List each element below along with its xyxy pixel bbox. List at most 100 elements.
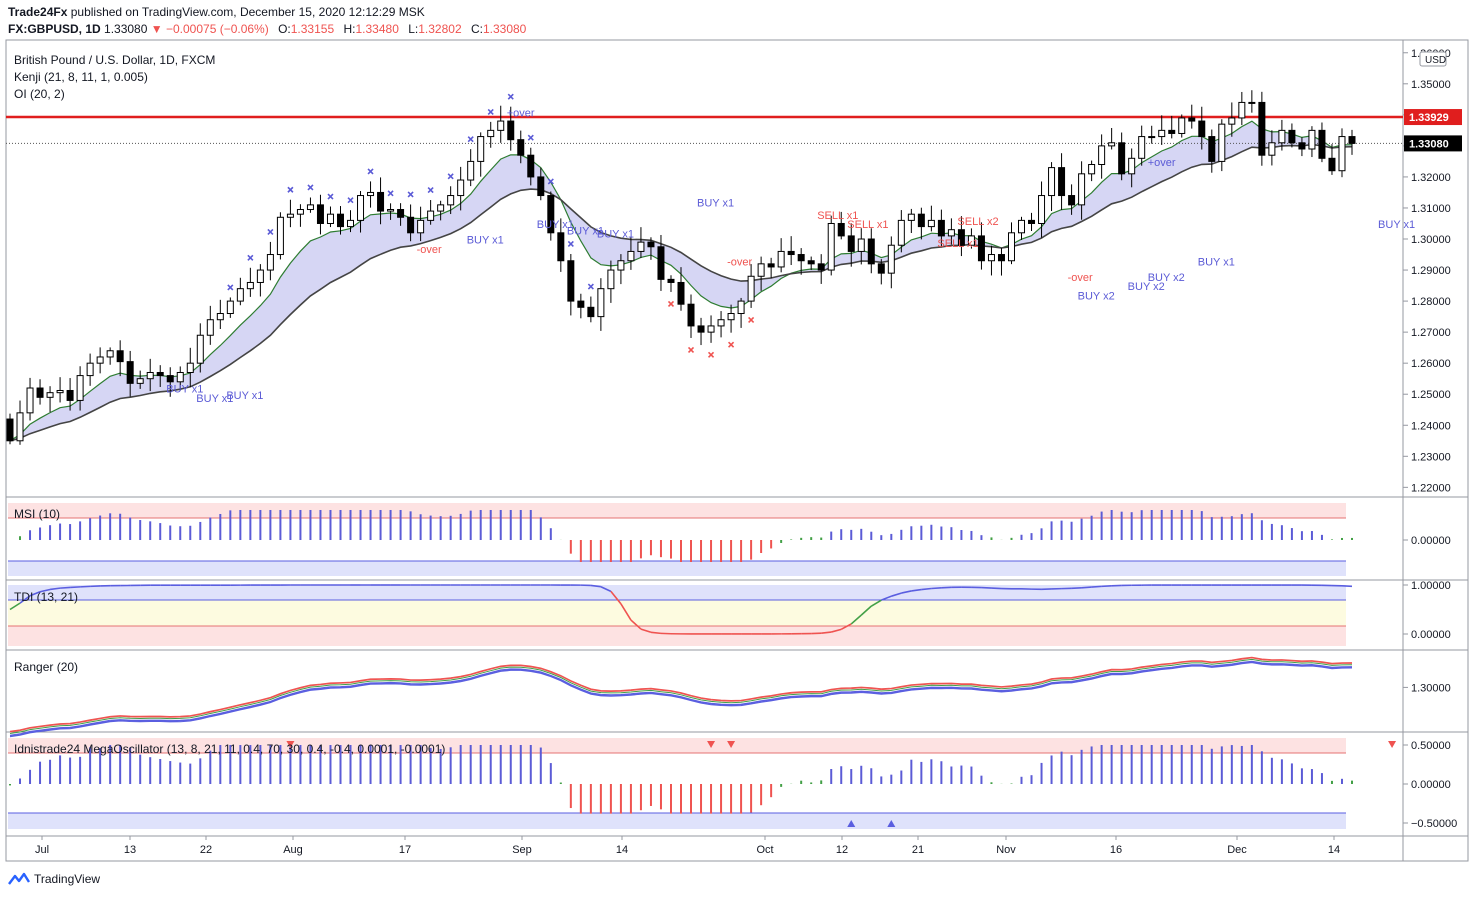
candle[interactable] (657, 246, 665, 280)
candle[interactable] (26, 387, 34, 414)
candle[interactable] (797, 254, 805, 262)
candle[interactable] (667, 278, 675, 283)
tradingview-logo[interactable]: TradingView (8, 872, 100, 886)
candle[interactable] (467, 160, 475, 181)
candle[interactable] (1148, 136, 1156, 139)
candle[interactable] (777, 250, 785, 268)
candle[interactable] (877, 263, 885, 274)
publisher-name[interactable]: Trade24Fx (8, 5, 68, 19)
candle[interactable] (437, 204, 445, 212)
candle[interactable] (627, 250, 635, 262)
candle[interactable] (86, 362, 94, 377)
resistance-price-tag[interactable] (1404, 109, 1462, 126)
candle[interactable] (1218, 123, 1226, 162)
candle[interactable] (1338, 136, 1346, 172)
candle[interactable] (417, 219, 425, 234)
candle[interactable] (1048, 167, 1056, 197)
candle[interactable] (867, 238, 875, 265)
candle[interactable] (1178, 117, 1186, 134)
mega-oscillator-pane[interactable]: 0.50000 0.00000 −0.50000 (8, 738, 1475, 830)
candle[interactable] (106, 350, 114, 358)
candle[interactable] (1318, 129, 1326, 159)
candle[interactable] (677, 281, 685, 305)
candle[interactable] (1208, 136, 1216, 162)
candle[interactable] (967, 235, 975, 246)
candle[interactable] (1058, 167, 1066, 197)
candle[interactable] (116, 350, 124, 363)
candle[interactable] (326, 213, 334, 224)
candle[interactable] (266, 254, 274, 271)
candle[interactable] (987, 254, 995, 262)
candle[interactable] (547, 195, 555, 234)
candle[interactable] (487, 129, 495, 138)
candle[interactable] (1258, 101, 1266, 156)
candle[interactable] (827, 222, 835, 271)
candle[interactable] (256, 269, 264, 283)
candle[interactable] (336, 213, 344, 228)
candle[interactable] (276, 216, 284, 256)
candle[interactable] (367, 191, 375, 197)
candle[interactable] (1278, 129, 1286, 144)
candle[interactable] (1298, 142, 1306, 150)
last-price-tag[interactable] (1404, 135, 1462, 152)
candle[interactable] (1128, 157, 1136, 175)
candle[interactable] (737, 300, 745, 315)
candle[interactable] (457, 179, 465, 197)
candle[interactable] (907, 213, 915, 221)
candle[interactable] (937, 219, 945, 237)
candle[interactable] (1038, 195, 1046, 224)
candle[interactable] (306, 204, 314, 211)
candle[interactable] (647, 241, 655, 248)
candle[interactable] (316, 204, 324, 224)
candle[interactable] (1328, 157, 1336, 172)
candle[interactable] (236, 288, 244, 302)
candle[interactable] (527, 154, 535, 178)
candle[interactable] (56, 389, 64, 394)
candle[interactable] (1228, 117, 1236, 125)
candle[interactable] (1007, 232, 1015, 262)
candle[interactable] (1288, 129, 1296, 144)
tdi-pane[interactable]: 1.00000 0.00000 (8, 580, 1451, 646)
candle[interactable] (377, 191, 385, 212)
candle[interactable] (16, 412, 24, 442)
candle[interactable] (1098, 145, 1106, 166)
candle[interactable] (226, 300, 234, 315)
candle[interactable] (837, 222, 845, 237)
candle[interactable] (747, 275, 755, 302)
symbol-label[interactable]: FX:GBPUSD, 1D (8, 22, 101, 36)
candle[interactable] (927, 219, 935, 228)
candle[interactable] (717, 319, 725, 327)
candle[interactable] (577, 300, 585, 308)
candle[interactable] (46, 392, 54, 398)
candle[interactable] (36, 387, 44, 398)
candle[interactable] (1108, 142, 1116, 147)
candle[interactable] (977, 235, 985, 262)
candle[interactable] (1028, 219, 1036, 224)
candle[interactable] (296, 209, 304, 215)
candle[interactable] (206, 319, 214, 336)
candle[interactable] (507, 120, 515, 141)
candle[interactable] (1198, 120, 1206, 138)
candle[interactable] (917, 213, 925, 228)
candle[interactable] (407, 216, 415, 234)
candle[interactable] (1088, 164, 1096, 175)
candle[interactable] (146, 371, 154, 380)
candle[interactable] (697, 325, 705, 333)
currency-badge[interactable] (1419, 51, 1447, 67)
candle[interactable] (857, 238, 865, 252)
candle[interactable] (597, 288, 605, 318)
candle[interactable] (166, 375, 174, 383)
candle[interactable] (1268, 142, 1276, 156)
candle[interactable] (1248, 101, 1256, 104)
candle[interactable] (817, 263, 825, 271)
candle[interactable] (216, 313, 224, 321)
candle[interactable] (757, 263, 765, 277)
candle[interactable] (1068, 195, 1076, 206)
candle[interactable] (787, 250, 795, 256)
candle[interactable] (587, 306, 595, 318)
candle[interactable] (1188, 117, 1196, 122)
candle[interactable] (607, 269, 615, 290)
candle[interactable] (497, 120, 505, 131)
candle[interactable] (1118, 142, 1126, 175)
candle[interactable] (887, 244, 895, 274)
